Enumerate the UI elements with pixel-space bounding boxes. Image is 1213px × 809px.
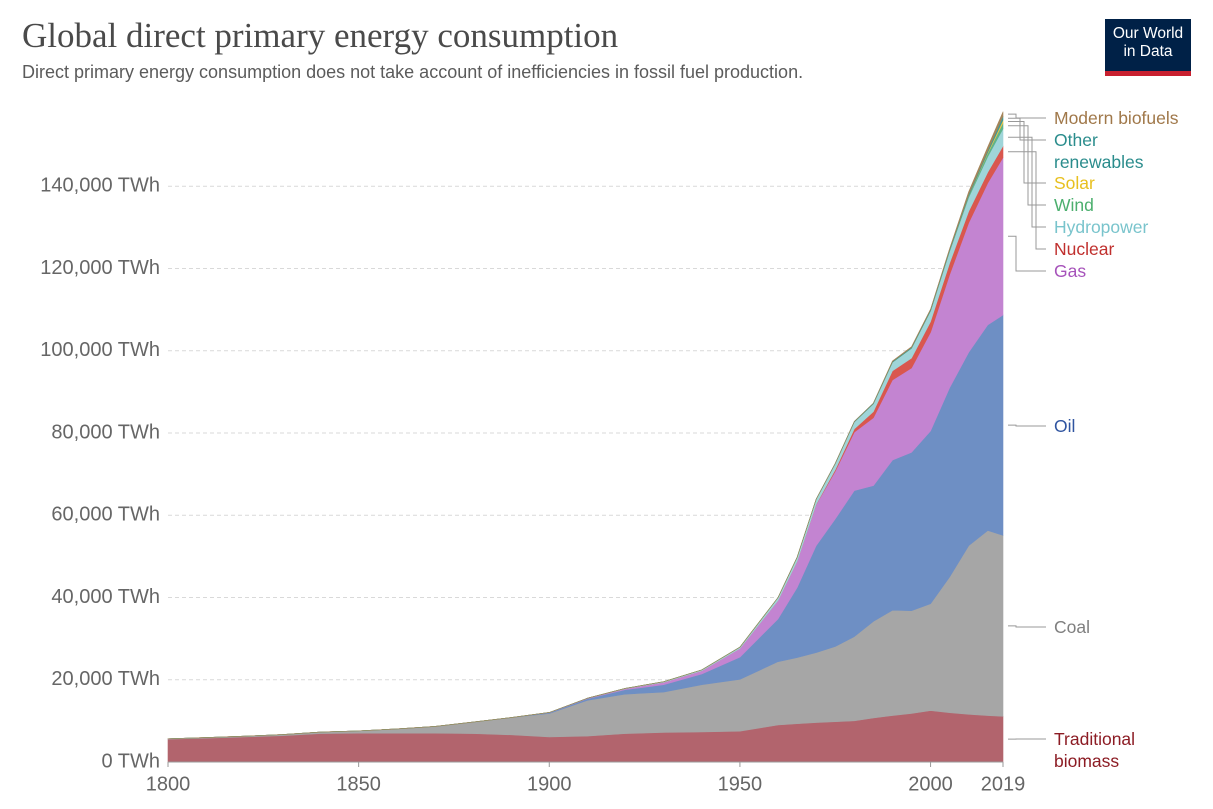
areas [167, 111, 1004, 763]
y-tick-label: 0 TWh [101, 750, 160, 772]
legend-connector [1008, 235, 1046, 272]
y-tick-label: 140,000 TWh [40, 175, 160, 197]
y-tick-label: 40,000 TWh [51, 586, 160, 608]
chart-title: Global direct primary energy consumption [22, 16, 619, 55]
y-tick-label: 100,000 TWh [40, 339, 160, 361]
x-tick-label: 1900 [527, 773, 572, 795]
x-tick-label: 1950 [718, 773, 763, 795]
chart-subtitle: Direct primary energy consumption does n… [22, 62, 804, 82]
y-tick-label: 20,000 TWh [51, 668, 160, 690]
legend-label: Traditional biomass [1054, 729, 1136, 771]
y-tick-label: 60,000 TWh [51, 504, 160, 526]
x-tick-label: 1850 [336, 773, 381, 795]
legend-connector [1008, 151, 1046, 250]
y-tick-label: 80,000 TWh [51, 421, 160, 443]
legend-connector [1008, 125, 1046, 206]
legend-connector [1008, 120, 1046, 184]
legend-label: Modern biofuels [1054, 108, 1179, 128]
x-tick-label: 1800 [146, 773, 191, 795]
legend-label: Oil [1054, 416, 1076, 436]
legend-connector [1008, 136, 1046, 228]
legend-connector [1008, 625, 1046, 628]
legend-connector [1008, 424, 1046, 427]
legend-label: Nuclear [1054, 239, 1115, 259]
legend-label: Solar [1054, 173, 1095, 193]
logo[interactable]: Our World in Data [1105, 19, 1191, 76]
legend-connector [1008, 117, 1046, 141]
x-tick-label: 2000 [908, 773, 953, 795]
logo-text: Our World in Data [1112, 25, 1184, 60]
legend-label: Hydropower [1054, 217, 1149, 237]
legend-connector [1008, 113, 1046, 119]
legend-label: Wind [1054, 195, 1094, 215]
legend-label: Other renewables [1054, 130, 1144, 172]
area [167, 111, 1004, 740]
x-tick-label: 2019 [981, 773, 1026, 795]
legend-label: Gas [1054, 261, 1087, 281]
y-tick-label: 120,000 TWh [40, 257, 160, 279]
legend-label: Coal [1054, 617, 1090, 637]
